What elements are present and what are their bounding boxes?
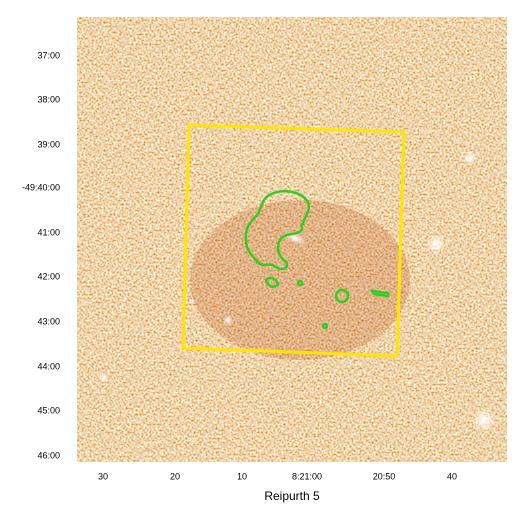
y-axis-label: -49:40:00 <box>22 182 60 192</box>
y-axis-label: 41:00 <box>37 227 60 237</box>
sky-image <box>77 17 507 462</box>
y-axis-label: 38:00 <box>37 94 60 104</box>
contour <box>244 189 311 271</box>
star <box>99 373 109 383</box>
x-axis-label: 20 <box>170 471 180 481</box>
y-axis-label: 37:00 <box>37 50 60 60</box>
contour <box>296 279 304 287</box>
title: Reipurth 5 <box>264 489 320 503</box>
star <box>223 315 233 325</box>
contour <box>264 276 280 288</box>
x-axis-label: 20:50 <box>373 471 396 481</box>
y-axis-label: 42:00 <box>37 271 60 281</box>
y-axis-label: 45:00 <box>37 405 60 415</box>
x-axis-label: 10 <box>237 471 247 481</box>
contour <box>334 288 350 304</box>
y-axis-label: 43:00 <box>37 316 60 326</box>
star <box>463 151 477 165</box>
contour <box>321 322 329 330</box>
y-axis-label: 44:00 <box>37 361 60 371</box>
x-axis-labels: 30 20 10 8:21:00 20:50 40 <box>98 471 457 481</box>
x-axis-label: 30 <box>98 471 108 481</box>
star <box>472 408 496 432</box>
y-axis-labels: 37:00 38:00 39:00 -49:40:00 41:00 42:00 43:00 4… <box>22 50 60 460</box>
x-axis-label: 8:21:00 <box>292 471 322 481</box>
contours <box>244 189 390 330</box>
contour <box>369 289 390 298</box>
y-axis-label: 39:00 <box>37 139 60 149</box>
star <box>426 234 446 254</box>
y-axis-label: 46:00 <box>37 450 60 460</box>
field-box <box>181 123 406 358</box>
x-axis-label: 40 <box>447 471 457 481</box>
